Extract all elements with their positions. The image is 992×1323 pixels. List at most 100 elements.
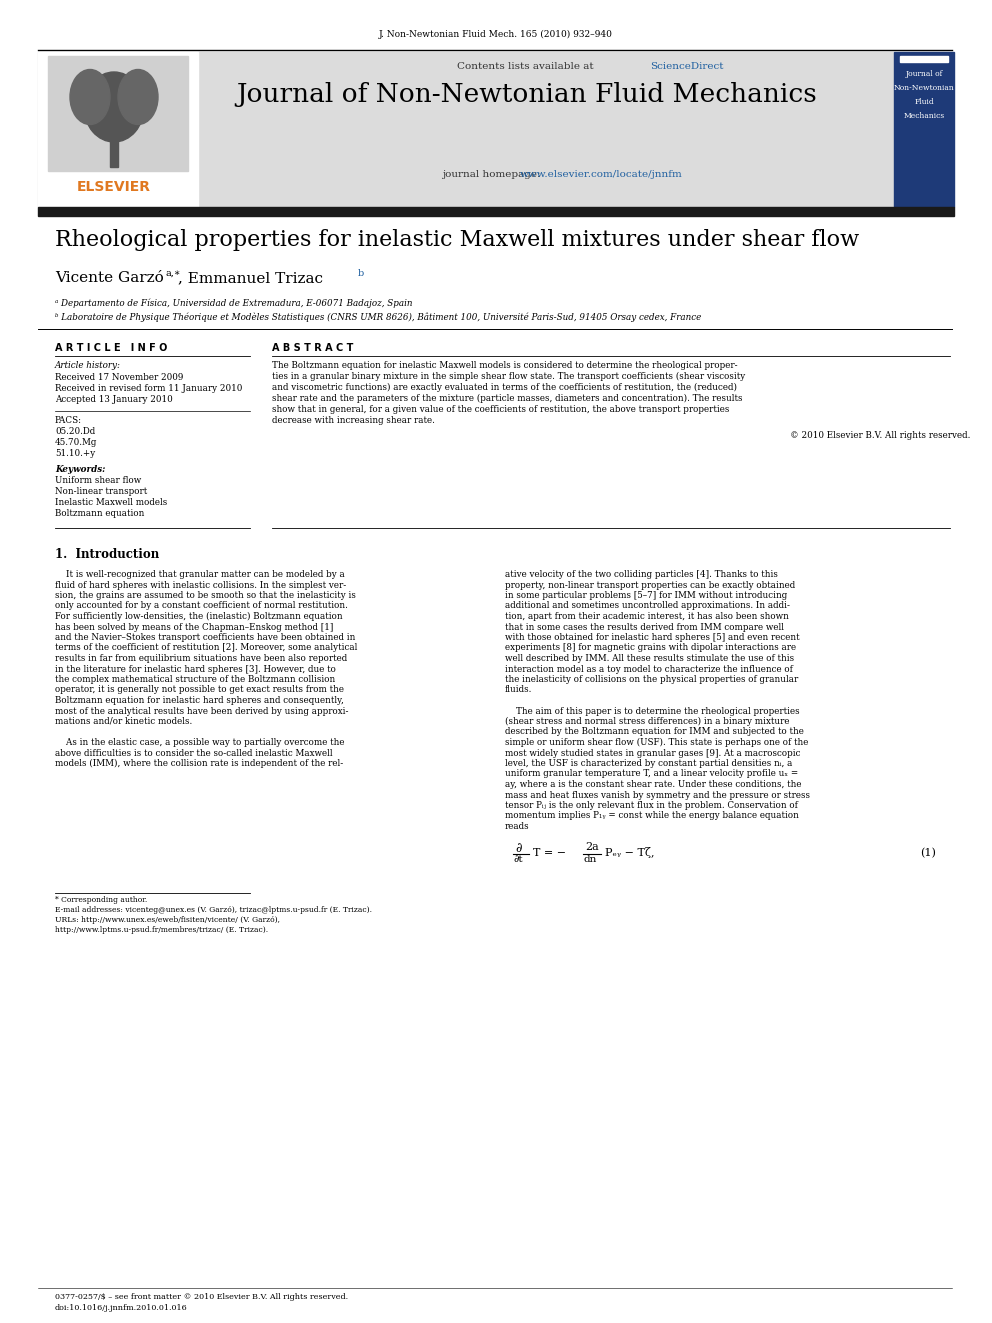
Text: show that in general, for a given value of the coefficients of restitution, the : show that in general, for a given value … <box>272 405 729 414</box>
Text: uniform granular temperature T, and a linear velocity profile uₓ =: uniform granular temperature T, and a li… <box>505 770 799 778</box>
Text: 2a: 2a <box>585 843 599 852</box>
Text: URLs: http://www.unex.es/eweb/fisiten/vicente/ (V. Garzó),: URLs: http://www.unex.es/eweb/fisiten/vi… <box>55 917 280 925</box>
Text: ay, where a is the constant shear rate. Under these conditions, the: ay, where a is the constant shear rate. … <box>505 781 802 789</box>
Text: PACS:: PACS: <box>55 415 82 425</box>
Text: ScienceDirect: ScienceDirect <box>650 62 723 71</box>
Text: Accepted 13 January 2010: Accepted 13 January 2010 <box>55 396 173 404</box>
Text: reads: reads <box>505 822 530 831</box>
Text: and viscometric functions) are exactly evaluated in terms of the coefficients of: and viscometric functions) are exactly e… <box>272 382 737 392</box>
Text: As in the elastic case, a possible way to partially overcome the: As in the elastic case, a possible way t… <box>55 738 344 747</box>
Text: ties in a granular binary mixture in the simple shear flow state. The transport : ties in a granular binary mixture in the… <box>272 372 745 381</box>
Text: Fluid: Fluid <box>914 98 933 106</box>
Text: momentum implies P₁ᵧ = const while the energy balance equation: momentum implies P₁ᵧ = const while the e… <box>505 811 799 820</box>
Text: tensor Pᵢⱼ is the only relevant flux in the problem. Conservation of: tensor Pᵢⱼ is the only relevant flux in … <box>505 800 798 810</box>
Text: ᵃ Departamento de Física, Universidad de Extremadura, E-06071 Badajoz, Spain: ᵃ Departamento de Física, Universidad de… <box>55 299 413 308</box>
Text: 1.  Introduction: 1. Introduction <box>55 548 160 561</box>
Text: the inelasticity of collisions on the physical properties of granular: the inelasticity of collisions on the ph… <box>505 675 799 684</box>
Ellipse shape <box>70 70 110 124</box>
Text: mass and heat fluxes vanish by symmetry and the pressure or stress: mass and heat fluxes vanish by symmetry … <box>505 791 810 799</box>
Bar <box>48 56 188 171</box>
Text: A R T I C L E   I N F O: A R T I C L E I N F O <box>55 343 168 353</box>
Bar <box>38 206 954 216</box>
Text: fluids.: fluids. <box>505 685 533 695</box>
Text: Journal of Non-Newtonian Fluid Mechanics: Journal of Non-Newtonian Fluid Mechanics <box>237 82 817 107</box>
Text: models (IMM), where the collision rate is independent of the rel-: models (IMM), where the collision rate i… <box>55 759 343 769</box>
Text: (shear stress and normal stress differences) in a binary mixture: (shear stress and normal stress differen… <box>505 717 790 726</box>
Text: mations and/or kinetic models.: mations and/or kinetic models. <box>55 717 192 726</box>
Text: decrease with increasing shear rate.: decrease with increasing shear rate. <box>272 415 434 425</box>
Text: It is well-recognized that granular matter can be modeled by a: It is well-recognized that granular matt… <box>55 570 345 579</box>
Text: Pₑᵧ − Tζ,: Pₑᵧ − Tζ, <box>605 848 655 859</box>
Text: b: b <box>358 269 364 278</box>
Bar <box>38 52 894 206</box>
Text: Received in revised form 11 January 2010: Received in revised form 11 January 2010 <box>55 384 242 393</box>
Text: journal homepage:: journal homepage: <box>442 169 544 179</box>
Text: Contents lists available at: Contents lists available at <box>457 62 597 71</box>
Text: ELSEVIER: ELSEVIER <box>77 180 151 194</box>
Text: T = −: T = − <box>533 848 566 857</box>
Text: with those obtained for inelastic hard spheres [5] and even recent: with those obtained for inelastic hard s… <box>505 632 800 642</box>
Text: in some particular problems [5–7] for IMM without introducing: in some particular problems [5–7] for IM… <box>505 591 788 601</box>
Text: the complex mathematical structure of the Boltzmann collision: the complex mathematical structure of th… <box>55 675 335 684</box>
Text: © 2010 Elsevier B.V. All rights reserved.: © 2010 Elsevier B.V. All rights reserved… <box>790 431 970 441</box>
Text: 0377-0257/$ – see front matter © 2010 Elsevier B.V. All rights reserved.: 0377-0257/$ – see front matter © 2010 El… <box>55 1293 348 1301</box>
Text: level, the USF is characterized by constant partial densities nᵢ, a: level, the USF is characterized by const… <box>505 759 793 767</box>
Text: Non-linear transport: Non-linear transport <box>55 487 147 496</box>
Text: fluid of hard spheres with inelastic collisions. In the simplest ver-: fluid of hard spheres with inelastic col… <box>55 581 346 590</box>
Text: http://www.lptms.u-psud.fr/membres/trizac/ (E. Trizac).: http://www.lptms.u-psud.fr/membres/triza… <box>55 926 268 934</box>
Text: Boltzmann equation for inelastic hard spheres and consequently,: Boltzmann equation for inelastic hard sp… <box>55 696 344 705</box>
Text: a,∗: a,∗ <box>165 269 181 278</box>
Bar <box>110 122 118 167</box>
Text: has been solved by means of the Chapman–Enskog method [1]: has been solved by means of the Chapman–… <box>55 623 333 631</box>
Text: that in some cases the results derived from IMM compare well: that in some cases the results derived f… <box>505 623 784 631</box>
Text: simple or uniform shear flow (USF). This state is perhaps one of the: simple or uniform shear flow (USF). This… <box>505 738 808 747</box>
Bar <box>894 52 954 206</box>
Text: in the literature for inelastic hard spheres [3]. However, due to: in the literature for inelastic hard sph… <box>55 664 336 673</box>
Text: and the Navier–Stokes transport coefficients have been obtained in: and the Navier–Stokes transport coeffici… <box>55 632 355 642</box>
Text: above difficulties is to consider the so-called inelastic Maxwell: above difficulties is to consider the so… <box>55 749 332 758</box>
Ellipse shape <box>118 70 158 124</box>
Text: Received 17 November 2009: Received 17 November 2009 <box>55 373 184 382</box>
Text: shear rate and the parameters of the mixture (particle masses, diameters and con: shear rate and the parameters of the mix… <box>272 394 742 404</box>
Text: results in far from equilibrium situations have been also reported: results in far from equilibrium situatio… <box>55 654 347 663</box>
Text: additional and sometimes uncontrolled approximations. In addi-: additional and sometimes uncontrolled ap… <box>505 602 790 610</box>
Text: dn: dn <box>583 856 596 864</box>
Text: Article history:: Article history: <box>55 361 121 370</box>
Text: Uniform shear flow: Uniform shear flow <box>55 476 141 486</box>
Text: operator, it is generally not possible to get exact results from the: operator, it is generally not possible t… <box>55 685 344 695</box>
Text: ᵇ Laboratoire de Physique Théorique et Modèles Statistiques (CNRS UMR 8626), Bât: ᵇ Laboratoire de Physique Théorique et M… <box>55 312 701 321</box>
Text: , Emmanuel Trizac: , Emmanuel Trizac <box>178 271 323 284</box>
Text: doi:10.1016/j.jnnfm.2010.01.016: doi:10.1016/j.jnnfm.2010.01.016 <box>55 1304 187 1312</box>
Text: ative velocity of the two colliding particles [4]. Thanks to this: ative velocity of the two colliding part… <box>505 570 778 579</box>
Text: For sufficiently low-densities, the (inelastic) Boltzmann equation: For sufficiently low-densities, the (ine… <box>55 613 342 620</box>
Text: well described by IMM. All these results stimulate the use of this: well described by IMM. All these results… <box>505 654 795 663</box>
Text: experiments [8] for magnetic grains with dipolar interactions are: experiments [8] for magnetic grains with… <box>505 643 797 652</box>
Text: terms of the coefficient of restitution [2]. Moreover, some analytical: terms of the coefficient of restitution … <box>55 643 357 652</box>
Text: Rheological properties for inelastic Maxwell mixtures under shear flow: Rheological properties for inelastic Max… <box>55 229 859 251</box>
Text: 45.70.Mg: 45.70.Mg <box>55 438 97 447</box>
Text: sion, the grains are assumed to be smooth so that the inelasticity is: sion, the grains are assumed to be smoot… <box>55 591 356 601</box>
Text: Vicente Garzó: Vicente Garzó <box>55 271 164 284</box>
Text: 51.10.+y: 51.10.+y <box>55 448 95 458</box>
Text: (1): (1) <box>920 848 935 857</box>
Text: ∂: ∂ <box>515 843 522 856</box>
Text: The Boltzmann equation for inelastic Maxwell models is considered to determine t: The Boltzmann equation for inelastic Max… <box>272 361 738 370</box>
Text: www.elsevier.com/locate/jnnfm: www.elsevier.com/locate/jnnfm <box>520 169 682 179</box>
Text: 05.20.Dd: 05.20.Dd <box>55 427 95 437</box>
Text: Boltzmann equation: Boltzmann equation <box>55 509 145 519</box>
Text: ∂t: ∂t <box>513 856 523 864</box>
Text: E-mail addresses: vicenteg@unex.es (V. Garzó), trizac@lptms.u-psud.fr (E. Trizac: E-mail addresses: vicenteg@unex.es (V. G… <box>55 906 372 914</box>
Text: Mechanics: Mechanics <box>904 112 944 120</box>
Bar <box>900 56 948 62</box>
Text: * Corresponding author.: * Corresponding author. <box>55 897 147 905</box>
Text: Journal of: Journal of <box>906 70 942 78</box>
Text: A B S T R A C T: A B S T R A C T <box>272 343 353 353</box>
Text: interaction model as a toy model to characterize the influence of: interaction model as a toy model to char… <box>505 664 793 673</box>
Text: property, non-linear transport properties can be exactly obtained: property, non-linear transport propertie… <box>505 581 796 590</box>
Text: described by the Boltzmann equation for IMM and subjected to the: described by the Boltzmann equation for … <box>505 728 804 737</box>
Text: only accounted for by a constant coefficient of normal restitution.: only accounted for by a constant coeffic… <box>55 602 348 610</box>
Text: Keywords:: Keywords: <box>55 464 105 474</box>
Text: most widely studied states in granular gases [9]. At a macroscopic: most widely studied states in granular g… <box>505 749 801 758</box>
Bar <box>38 52 198 206</box>
Text: Inelastic Maxwell models: Inelastic Maxwell models <box>55 497 168 507</box>
